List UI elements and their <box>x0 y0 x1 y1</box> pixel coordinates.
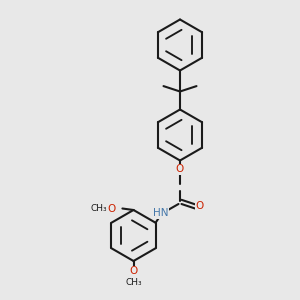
Text: CH₃: CH₃ <box>125 278 142 287</box>
Text: HN: HN <box>153 208 168 218</box>
Text: CH₃: CH₃ <box>90 204 107 213</box>
Text: O: O <box>129 266 138 277</box>
Text: O: O <box>176 164 184 175</box>
Text: O: O <box>195 201 204 212</box>
Text: O: O <box>107 203 115 214</box>
